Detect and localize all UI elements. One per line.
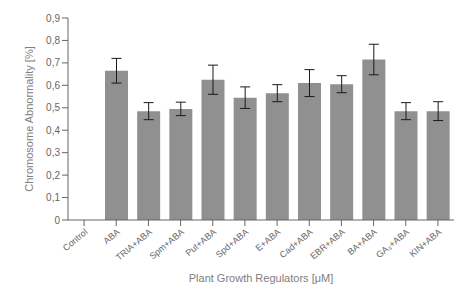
svg-text:0,2: 0,2 (46, 170, 60, 181)
svg-text:0,5: 0,5 (46, 102, 60, 113)
svg-text:GA₃+ABA: GA₃+ABA (374, 227, 411, 260)
svg-text:0,7: 0,7 (46, 57, 60, 68)
svg-text:KIN+ABA: KIN+ABA (408, 227, 444, 259)
svg-text:0,8: 0,8 (46, 35, 60, 46)
svg-text:ABA: ABA (101, 227, 121, 246)
svg-text:Control: Control (61, 227, 90, 253)
svg-text:0,1: 0,1 (46, 192, 60, 203)
svg-text:0: 0 (54, 215, 60, 226)
svg-text:Put+ABA: Put+ABA (184, 227, 219, 258)
svg-text:BA+ABA: BA+ABA (345, 226, 379, 258)
svg-text:Plant Growth Regulators [μM]: Plant Growth Regulators [μM] (189, 272, 334, 284)
svg-text:0,6: 0,6 (46, 80, 60, 91)
svg-text:E+ABA: E+ABA (254, 227, 283, 253)
svg-text:Spm+ABA: Spm+ABA (148, 227, 186, 262)
svg-text:0,9: 0,9 (46, 13, 60, 24)
svg-text:TRIA+ABA: TRIA+ABA (114, 227, 154, 263)
svg-text:0,3: 0,3 (46, 147, 60, 158)
svg-text:0,4: 0,4 (46, 125, 60, 136)
svg-text:Spd+ABA: Spd+ABA (214, 227, 251, 260)
svg-text:EBR+ABA: EBR+ABA (308, 227, 346, 262)
svg-text:Cad+ABA: Cad+ABA (277, 226, 315, 260)
svg-text:Chromosome Abnormality [%]: Chromosome Abnormality [%] (23, 46, 35, 192)
